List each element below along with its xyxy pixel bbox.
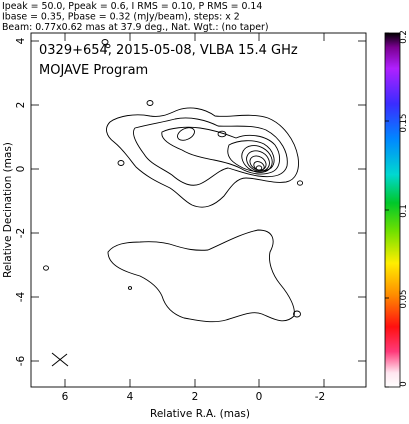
noise-blob <box>101 39 109 45</box>
header-line-3: Beam: 0.77x0.62 mas at 37.9 deg., Nat. W… <box>2 22 268 33</box>
y-tick-labels: 4 2 0 -2 -4 -6 <box>15 37 27 366</box>
y-tick-label: -4 <box>15 291 27 302</box>
contour-level-3 <box>161 126 280 175</box>
x-tick-label: -2 <box>315 391 325 403</box>
noise-blob <box>293 310 301 318</box>
x-tick-label: 2 <box>192 391 199 403</box>
colorbar-labels: 0.2 0.15 0.1 0.05 0 <box>399 30 409 386</box>
contour-level-7 <box>249 155 267 171</box>
colorbar-label: 0.05 <box>399 290 409 309</box>
contour-extended-emission <box>107 229 295 323</box>
axis-ticks <box>31 33 366 387</box>
x-tick-label: 4 <box>127 391 134 403</box>
noise-blob <box>43 265 49 271</box>
noise-blob <box>146 100 154 106</box>
contour-level-4 <box>227 140 275 172</box>
header-line-1: Ipeak = 50.0, Ppeak = 0.6, I RMS = 0.10,… <box>2 1 262 12</box>
contour-outer-upper <box>106 107 299 208</box>
contour-level-5 <box>241 145 273 173</box>
x-tick-labels: 6 4 2 0 -2 <box>62 391 326 403</box>
colorbar-label: 0.15 <box>399 114 409 133</box>
header-line-2: Ibase = 0.35, Pbase = 0.32 (mJy/beam), s… <box>2 12 240 23</box>
noise-blob <box>296 180 304 186</box>
map-title: 0329+654, 2015-05-08, VLBA 15.4 GHz <box>39 43 298 58</box>
x-tick-label: 0 <box>256 391 263 403</box>
colorbar-label: 0.2 <box>399 30 409 44</box>
inner-jet-knot <box>177 127 195 141</box>
colorbar-label: 0 <box>399 381 409 386</box>
y-axis-label: Relative Decination (mas) <box>2 142 14 278</box>
y-tick-label: 2 <box>15 102 27 109</box>
contour-map <box>43 39 304 323</box>
x-axis-label: Relative R.A. (mas) <box>150 408 250 420</box>
plot-frame <box>30 32 367 388</box>
inner-jet-knot-2 <box>217 130 227 138</box>
map-subtitle: MOJAVE Program <box>39 63 148 78</box>
contour-level-6 <box>246 150 270 172</box>
noise-blob <box>105 43 111 49</box>
y-tick-label: -6 <box>15 355 27 366</box>
y-tick-label: 4 <box>15 37 27 44</box>
y-tick-label: 0 <box>15 166 27 173</box>
colorbar-label: 0.1 <box>399 204 409 218</box>
contour-level-9 <box>255 165 263 171</box>
x-tick-label: 6 <box>62 391 69 403</box>
noise-blob <box>127 286 133 290</box>
noise-blob <box>117 160 125 166</box>
colorbar-ticks <box>385 32 389 388</box>
y-tick-label: -2 <box>15 228 27 238</box>
contour-level-2 <box>133 117 288 186</box>
beam-marker <box>51 352 69 367</box>
